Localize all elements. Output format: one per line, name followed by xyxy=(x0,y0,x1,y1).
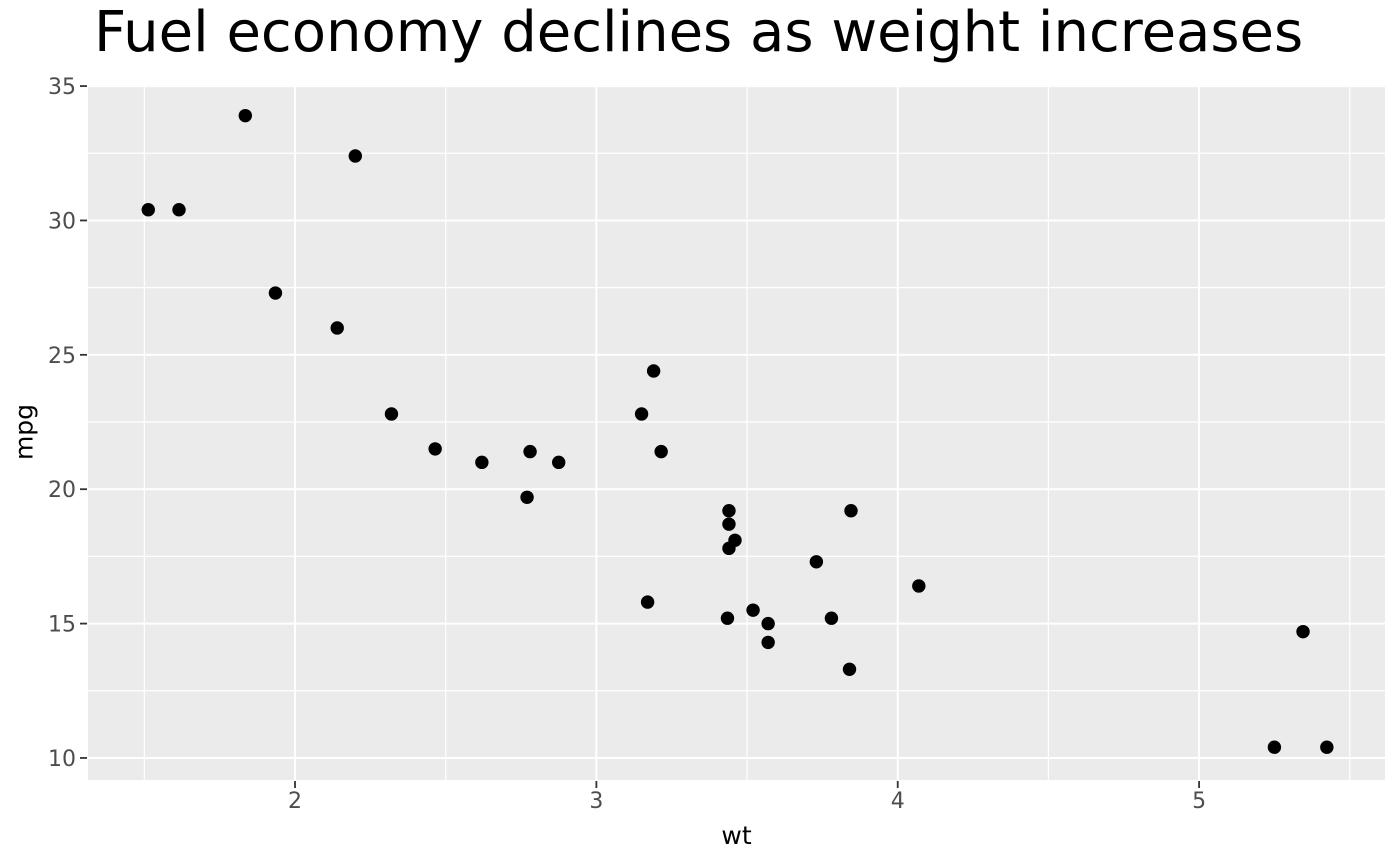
data-point xyxy=(1267,740,1282,754)
data-point xyxy=(330,321,344,335)
data-point xyxy=(238,108,253,123)
y-axis-title: mpg xyxy=(9,403,39,461)
data-point xyxy=(722,504,736,518)
plot-panel xyxy=(88,85,1385,780)
x-tick-label: 3 xyxy=(589,789,603,814)
data-point xyxy=(552,455,566,470)
y-tick-label: 10 xyxy=(48,747,76,772)
data-point xyxy=(646,364,661,378)
x-tick-label: 5 xyxy=(1192,789,1206,814)
data-point xyxy=(761,635,775,650)
data-point xyxy=(824,611,839,625)
data-point xyxy=(654,444,668,459)
data-point xyxy=(912,579,926,593)
y-tick-label: 15 xyxy=(48,613,76,638)
data-point xyxy=(842,662,857,676)
data-point xyxy=(761,616,775,631)
data-point xyxy=(640,595,655,609)
data-point xyxy=(172,203,186,217)
data-point xyxy=(141,203,155,217)
x-tick-label: 2 xyxy=(288,789,302,814)
data-point xyxy=(428,442,442,456)
data-point xyxy=(475,455,489,470)
data-point xyxy=(523,444,537,459)
data-point xyxy=(520,490,534,504)
chart-title: Fuel economy declines as weight increase… xyxy=(94,0,1304,65)
y-tick-label: 30 xyxy=(48,209,76,234)
y-tick-label: 25 xyxy=(48,344,76,369)
data-point xyxy=(720,611,735,625)
data-point xyxy=(722,517,736,531)
data-point xyxy=(384,407,399,421)
data-point xyxy=(722,541,736,556)
data-point xyxy=(634,407,649,421)
data-point xyxy=(268,286,283,300)
x-tick-label: 4 xyxy=(891,789,905,814)
y-tick-label: 35 xyxy=(48,75,76,100)
data-point xyxy=(746,603,760,617)
data-point xyxy=(1320,740,1334,754)
data-point xyxy=(844,504,858,518)
y-tick-label: 20 xyxy=(48,478,76,503)
data-point xyxy=(809,555,824,569)
data-point xyxy=(1296,624,1310,639)
x-axis-title: wt xyxy=(721,821,752,850)
data-point xyxy=(348,149,362,163)
